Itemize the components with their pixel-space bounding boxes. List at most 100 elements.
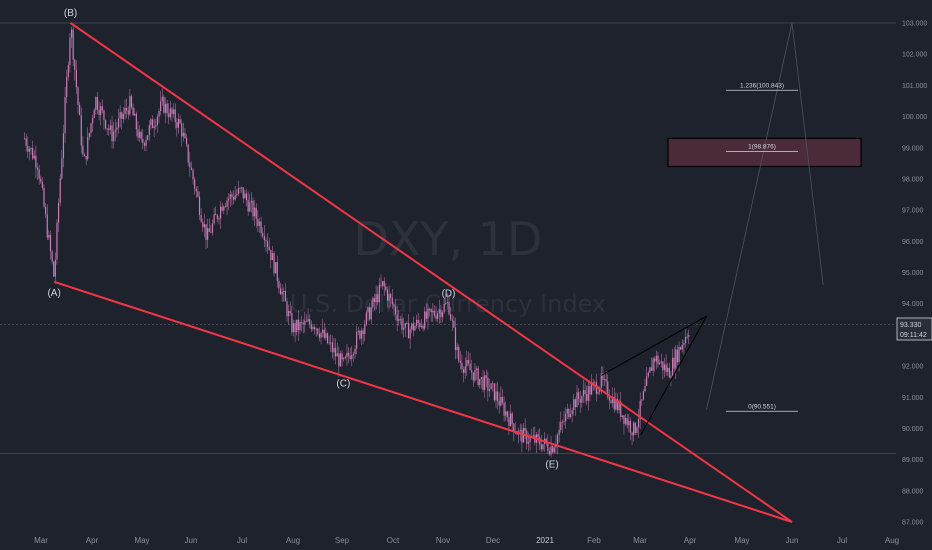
- candle-body: [464, 366, 466, 373]
- candle-body: [268, 247, 270, 250]
- candle-body: [443, 303, 445, 312]
- candle-body: [148, 125, 150, 136]
- candle-body: [260, 221, 262, 233]
- x-tick-label: Jun: [185, 536, 198, 545]
- candle-body: [28, 149, 31, 152]
- candle-body: [151, 119, 154, 128]
- projection[interactable]: [706, 22, 824, 410]
- candle-body: [474, 370, 476, 381]
- candle-body: [271, 253, 274, 261]
- y-tick-label: 99.000: [902, 145, 924, 152]
- candle-body: [30, 147, 32, 150]
- candle-body: [64, 97, 66, 134]
- candle-body: [72, 29, 74, 60]
- candle-body: [633, 422, 635, 436]
- candle-body: [145, 139, 147, 146]
- candle-body: [164, 103, 167, 113]
- trendlines[interactable]: [53, 22, 793, 523]
- candle-body: [451, 319, 453, 321]
- candle-body: [92, 118, 94, 124]
- candle-body: [446, 302, 448, 304]
- trendline-lower: [53, 280, 793, 523]
- candle-body: [25, 138, 27, 146]
- candle-body: [388, 294, 390, 301]
- y-tick-label: 91.000: [902, 395, 924, 402]
- candle-body: [367, 307, 369, 313]
- candle-body: [38, 169, 40, 179]
- candle-body: [255, 207, 257, 219]
- candle-body: [391, 297, 393, 305]
- candle-body: [166, 103, 168, 114]
- candle-body: [445, 303, 447, 304]
- candle-body: [688, 335, 690, 337]
- candle-body: [158, 111, 160, 117]
- candle-body: [603, 379, 606, 380]
- y-tick-label: 94.000: [902, 301, 924, 308]
- projection-line: [706, 22, 824, 410]
- candle-body: [492, 383, 494, 385]
- target-zone[interactable]: [667, 137, 862, 168]
- candle-body: [236, 193, 238, 196]
- candle-body: [602, 373, 604, 380]
- candle-body: [428, 308, 431, 310]
- candle-body: [74, 59, 76, 70]
- candle-body: [573, 399, 575, 410]
- candle-body: [231, 194, 233, 197]
- candle-body: [676, 349, 679, 362]
- candle-body: [453, 320, 455, 328]
- candle-body: [77, 87, 79, 105]
- candle-body: [132, 107, 134, 116]
- candle-body: [370, 307, 372, 320]
- candle-body: [331, 342, 333, 353]
- fib-levels[interactable]: 1.236(100.843) 1(98.876) 0(90.551): [726, 82, 798, 412]
- candle-body: [381, 281, 384, 286]
- candle-body: [637, 419, 640, 428]
- candle-body: [190, 167, 193, 170]
- candle-body: [675, 349, 677, 369]
- price-axis[interactable]: [896, 0, 932, 530]
- candle-body: [461, 362, 463, 370]
- candle-body: [242, 187, 244, 199]
- candle-body: [383, 281, 385, 287]
- candle-body: [414, 325, 416, 331]
- candle-body: [597, 392, 599, 394]
- candle-body: [346, 352, 348, 357]
- y-tick-label: 90.000: [902, 426, 924, 433]
- candle-body: [104, 120, 107, 129]
- time-axis[interactable]: [0, 530, 932, 550]
- candle-body: [532, 435, 534, 437]
- candle-body: [612, 396, 614, 403]
- candle-body: [647, 372, 649, 377]
- candle-body: [586, 394, 588, 401]
- candle-body: [432, 310, 434, 313]
- candle-body: [508, 417, 510, 427]
- candle-body: [156, 116, 159, 126]
- candle-body: [667, 367, 669, 372]
- candle-body: [57, 202, 60, 223]
- candle-body: [608, 396, 610, 401]
- candle-body: [618, 401, 620, 411]
- candle-body: [224, 206, 227, 208]
- candle-body: [433, 310, 436, 316]
- candle-body: [98, 109, 100, 116]
- y-tick-label: 100.000: [902, 114, 927, 121]
- candle-body: [48, 235, 50, 238]
- candle-body: [300, 321, 303, 323]
- y-tick-label: 92.000: [902, 364, 924, 371]
- candle-body: [475, 368, 478, 371]
- candle-body: [409, 329, 411, 339]
- candle-body: [215, 214, 217, 216]
- candle-body: [286, 301, 288, 317]
- candle-body: [553, 447, 555, 453]
- candle-body: [192, 169, 194, 180]
- candle-body: [174, 109, 176, 123]
- candle-body: [126, 107, 128, 111]
- candle-body: [506, 411, 508, 418]
- candle-body: [150, 119, 152, 126]
- x-tick-label: Apr: [86, 536, 99, 545]
- candle-body: [548, 451, 551, 455]
- wave-label: (E): [545, 459, 558, 470]
- candle-body: [670, 375, 672, 378]
- candle-body: [202, 221, 204, 228]
